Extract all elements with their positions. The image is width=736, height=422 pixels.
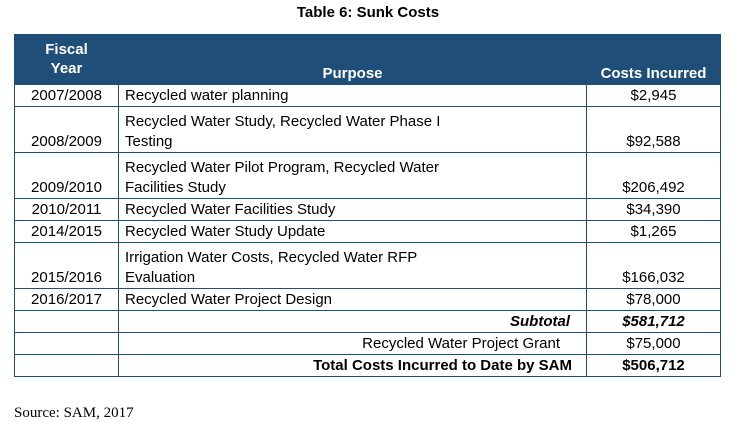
- row-purpose: Irrigation Water Costs, Recycled Water R…: [118, 241, 587, 289]
- row-purpose-line2: Facilities Study: [125, 178, 226, 196]
- row-purpose-line2: Evaluation: [125, 268, 196, 286]
- table-row: 2014/2015 Recycled Water Study Update $1…: [14, 219, 721, 243]
- row-purpose: Recycled Water Pilot Program, Recycled W…: [118, 151, 587, 199]
- row-cost: $1,265: [586, 219, 721, 243]
- table-row: 2009/2010 Recycled Water Pilot Program, …: [14, 151, 721, 199]
- subtotal-label: Subtotal: [118, 309, 587, 333]
- grant-value: $75,000: [586, 331, 721, 355]
- row-purpose-line1: Recycled Water Pilot Program, Recycled W…: [125, 158, 439, 176]
- header-fiscal-year: Fiscal Year: [14, 34, 119, 84]
- row-purpose-line1: Recycled Water Study Update: [125, 222, 326, 240]
- header-fiscal-year-line1: Fiscal: [45, 41, 88, 58]
- row-cost: $92,588: [586, 105, 721, 153]
- row-year: 2008/2009: [14, 105, 119, 153]
- row-purpose-line1: Irrigation Water Costs, Recycled Water R…: [125, 248, 418, 266]
- sunk-costs-table: Fiscal Year Purpose Costs Incurred 2007/…: [14, 34, 721, 377]
- row-purpose-line2: Testing: [125, 132, 173, 150]
- grant-label: Recycled Water Project Grant: [118, 331, 587, 355]
- row-cost: $166,032: [586, 241, 721, 289]
- header-row: Fiscal Year Purpose Costs Incurred: [14, 34, 721, 84]
- total-row: Total Costs Incurred to Date by SAM $506…: [14, 353, 721, 377]
- grant-row: Recycled Water Project Grant $75,000: [14, 331, 721, 355]
- row-purpose: Recycled Water Project Design: [118, 287, 587, 311]
- row-purpose: Recycled water planning: [118, 83, 587, 107]
- row-cost: $34,390: [586, 197, 721, 221]
- row-cost: $2,945: [586, 83, 721, 107]
- row-purpose-line1: Recycled Water Study, Recycled Water Pha…: [125, 112, 441, 130]
- table-title: Table 6: Sunk Costs: [296, 4, 440, 21]
- row-cost: $78,000: [586, 287, 721, 311]
- table-row: 2008/2009 Recycled Water Study, Recycled…: [14, 105, 721, 153]
- header-fiscal-year-line2: Year: [50, 60, 83, 77]
- grant-blank-cell: [14, 331, 119, 355]
- table-row: 2016/2017 Recycled Water Project Design …: [14, 287, 721, 311]
- header-purpose: Purpose: [118, 34, 587, 84]
- subtotal-blank-cell: [14, 309, 119, 333]
- row-year: 2007/2008: [14, 83, 119, 107]
- row-year: 2015/2016: [14, 241, 119, 289]
- table-row: 2010/2011 Recycled Water Facilities Stud…: [14, 197, 721, 221]
- table-row: 2015/2016 Irrigation Water Costs, Recycl…: [14, 241, 721, 289]
- header-costs-incurred: Costs Incurred: [586, 34, 721, 84]
- total-blank-cell: [14, 353, 119, 377]
- subtotal-row: Subtotal $581,712: [14, 309, 721, 333]
- row-cost: $206,492: [586, 151, 721, 199]
- row-purpose-line1: Recycled Water Project Design: [125, 290, 333, 308]
- total-label: Total Costs Incurred to Date by SAM: [118, 353, 587, 377]
- row-purpose: Recycled Water Facilities Study: [118, 197, 587, 221]
- table-row: 2007/2008 Recycled water planning $2,945: [14, 83, 721, 107]
- row-year: 2009/2010: [14, 151, 119, 199]
- row-purpose: Recycled Water Study Update: [118, 219, 587, 243]
- row-purpose: Recycled Water Study, Recycled Water Pha…: [118, 105, 587, 153]
- row-purpose-line1: Recycled water planning: [125, 86, 289, 104]
- row-purpose-line1: Recycled Water Facilities Study: [125, 200, 336, 218]
- subtotal-value: $581,712: [586, 309, 721, 333]
- row-year: 2014/2015: [14, 219, 119, 243]
- row-year: 2016/2017: [14, 287, 119, 311]
- row-year: 2010/2011: [14, 197, 119, 221]
- total-value: $506,712: [586, 353, 721, 377]
- source-note: Source: SAM, 2017: [14, 405, 134, 421]
